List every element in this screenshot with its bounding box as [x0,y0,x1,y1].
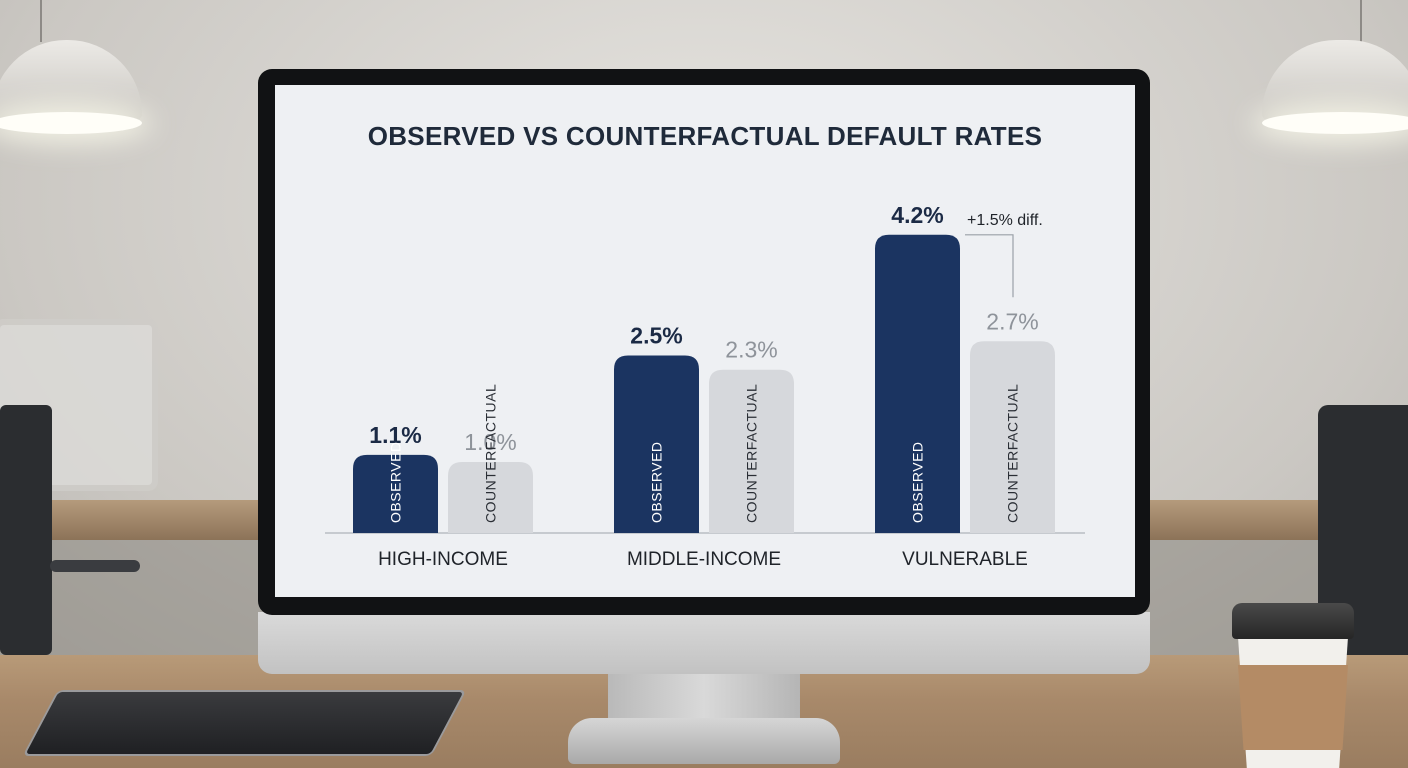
bar-observed [875,234,960,534]
cup-sleeve [1238,665,1348,750]
bar-observed [614,355,699,533]
office-chair-left [0,405,52,655]
category-label: VULNERABLE [902,549,1028,570]
lamp-cord-right [1360,0,1362,42]
value-label-counterfactual: 2.7% [986,308,1038,334]
bar-series-label-observed: OBSERVED [649,441,665,523]
lamp-glow-right [1262,112,1408,134]
bar-series-label-counterfactual: COUNTERFACTUAL [483,384,499,523]
value-label-observed: 4.2% [891,202,943,228]
category-label: MIDDLE-INCOME [627,549,781,570]
monitor-stand-base [568,718,840,764]
value-label-observed: 2.5% [630,323,682,349]
chart-title: OBSERVED VS COUNTERFACTUAL DEFAULT RATES [367,121,1043,151]
bar-series-label-counterfactual: COUNTERFACTUAL [1005,384,1021,523]
monitor-stand-neck [608,674,800,724]
tablet-device [22,690,467,756]
monitor-screen: OBSERVED VS COUNTERFACTUAL DEFAULT RATES… [275,85,1135,597]
difference-bracket [965,234,1014,298]
value-label-counterfactual: 2.3% [725,337,777,363]
bar-chart: 1.1%OBSERVED 1.0%COUNTERFACTUALHIGH-INCOM… [325,202,1085,570]
bar-series-label-counterfactual: COUNTERFACTUAL [744,384,760,523]
coffee-cup [1232,603,1354,768]
lamp-cord-left [40,0,42,42]
category-label: HIGH-INCOME [378,549,508,570]
bar-series-label-observed: OBSERVED [388,441,404,523]
monitor-chin [258,612,1150,674]
lamp-glow-left [0,112,142,134]
bar-counterfactual [709,369,794,533]
value-label-counterfactual: 1.0% [464,429,516,455]
chair-armrest [50,560,140,572]
bar-observed [353,454,438,533]
bar-counterfactual [970,341,1055,533]
cup-lid [1232,603,1354,639]
bar-series-label-observed: OBSERVED [910,441,926,523]
value-label-observed: 1.1% [369,422,421,448]
bar-counterfactual [448,462,533,533]
difference-annotation: +1.5% diff. [967,212,1043,229]
